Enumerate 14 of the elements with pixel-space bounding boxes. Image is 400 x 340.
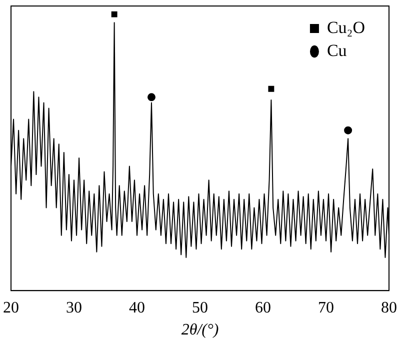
x-tick-label: 70	[318, 299, 334, 316]
x-tick-label: 60	[255, 299, 271, 316]
x-tick-label: 30	[66, 299, 82, 316]
point	[111, 11, 118, 18]
x-tick-label: 80	[381, 299, 397, 316]
legend-label: Cu₂O	[326, 18, 366, 37]
x-axis-title: 2θ/(°)	[181, 322, 219, 339]
point	[147, 93, 156, 102]
point	[344, 126, 352, 134]
point	[268, 86, 274, 92]
x-tick-label: 20	[3, 299, 19, 316]
legend-label: Cu	[326, 40, 348, 60]
x-tick-label: 40	[129, 299, 145, 316]
x-tick-label: 50	[192, 299, 208, 316]
